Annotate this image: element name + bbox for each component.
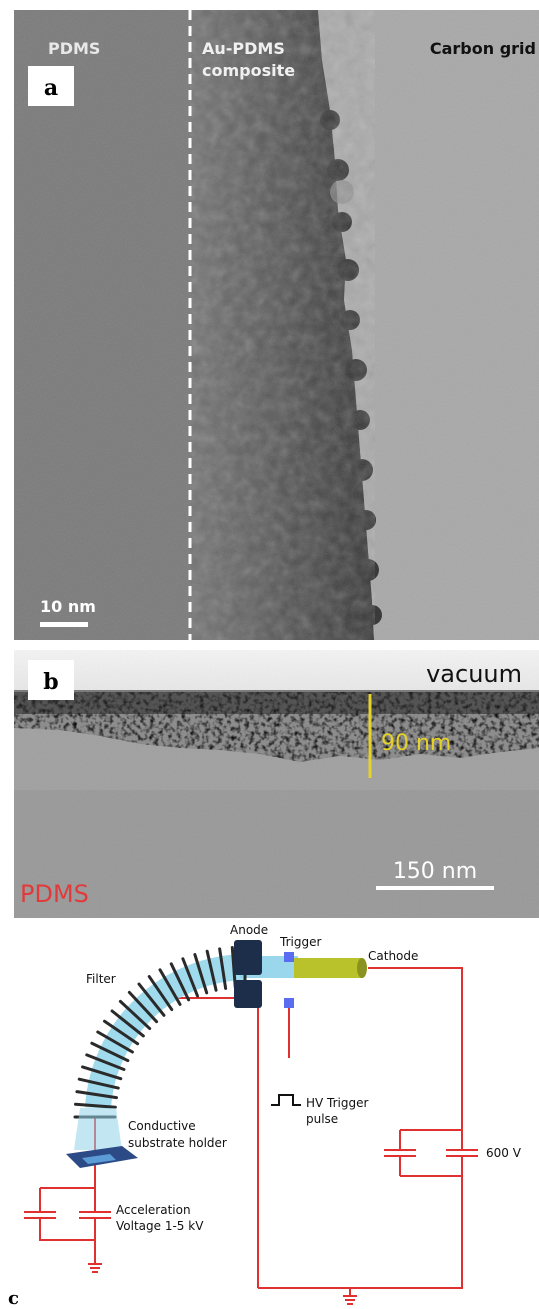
panel-b-letter-box — [28, 660, 74, 700]
scale-bar-b — [376, 886, 494, 890]
coil-winding — [230, 945, 237, 989]
label-acceleration: Acceleration — [116, 1203, 191, 1217]
coil-winding — [181, 957, 200, 998]
panel-b: b vacuum 90 nm PDMS 150 nm — [0, 650, 539, 918]
label-substrate-holder: substrate holder — [128, 1136, 227, 1150]
label-thickness: 90 nm — [381, 731, 451, 756]
panel-c: Anode Trigger Cathode Filter HV Trigger … — [0, 918, 539, 1309]
label-600v: 600 V — [486, 1146, 522, 1160]
coil-winding — [205, 949, 218, 992]
coil-winding — [158, 968, 182, 1006]
coil-winding — [90, 1041, 130, 1063]
panel-a-letter: a — [44, 75, 58, 101]
coil-winding — [73, 1102, 117, 1109]
coil-winding — [103, 1019, 140, 1046]
coil-winding — [77, 1077, 120, 1090]
coil-winding — [147, 975, 174, 1012]
coil-winding — [169, 962, 191, 1002]
coil-winding — [118, 999, 152, 1031]
scale-bar-label-a: 10 nm — [40, 597, 96, 616]
region-label-composite: composite — [202, 61, 295, 80]
label-conductive: Conductive — [128, 1119, 196, 1133]
pulse-icon — [271, 1094, 301, 1106]
anode — [234, 940, 262, 975]
label-filter: Filter — [86, 972, 116, 986]
coil-winding — [193, 953, 209, 995]
scale-bar-a — [40, 622, 88, 627]
panel-a-letter-box — [28, 66, 74, 106]
panel-a: a PDMS Au-PDMS composite Carbon grid 10 … — [0, 0, 539, 640]
scale-bar-label-b: 150 nm — [393, 859, 477, 884]
region-label-pdms: PDMS — [48, 39, 100, 58]
coil-winding — [218, 947, 228, 990]
ground-symbols — [88, 1263, 357, 1305]
label-cathode: Cathode — [368, 949, 418, 963]
label-accel-voltage: Voltage 1-5 kV — [116, 1219, 204, 1233]
coil-winding — [85, 1053, 126, 1072]
circuit-wires — [24, 967, 478, 1296]
coil-winding — [127, 990, 159, 1024]
filter-coil — [73, 945, 247, 1119]
region-label-au-pdms: Au-PDMS — [202, 39, 285, 58]
coil-winding — [110, 1009, 145, 1038]
trigger-electrode — [284, 952, 294, 962]
coil-winding — [137, 982, 166, 1017]
coil-winding — [75, 1090, 118, 1100]
cathode — [294, 958, 362, 978]
label-trigger: Trigger — [279, 935, 321, 949]
panel-b-letter: b — [43, 669, 58, 695]
label-pdms-b: PDMS — [20, 880, 89, 908]
label-hv-trigger: HV Trigger — [306, 1096, 368, 1110]
label-vacuum: vacuum — [426, 660, 522, 688]
region-label-carbon-grid: Carbon grid — [430, 39, 536, 58]
label-anode: Anode — [230, 923, 268, 937]
coil-winding — [96, 1030, 134, 1054]
panel-c-letter: c — [8, 1288, 19, 1309]
label-pulse: pulse — [306, 1112, 338, 1126]
coil-winding — [81, 1065, 123, 1081]
